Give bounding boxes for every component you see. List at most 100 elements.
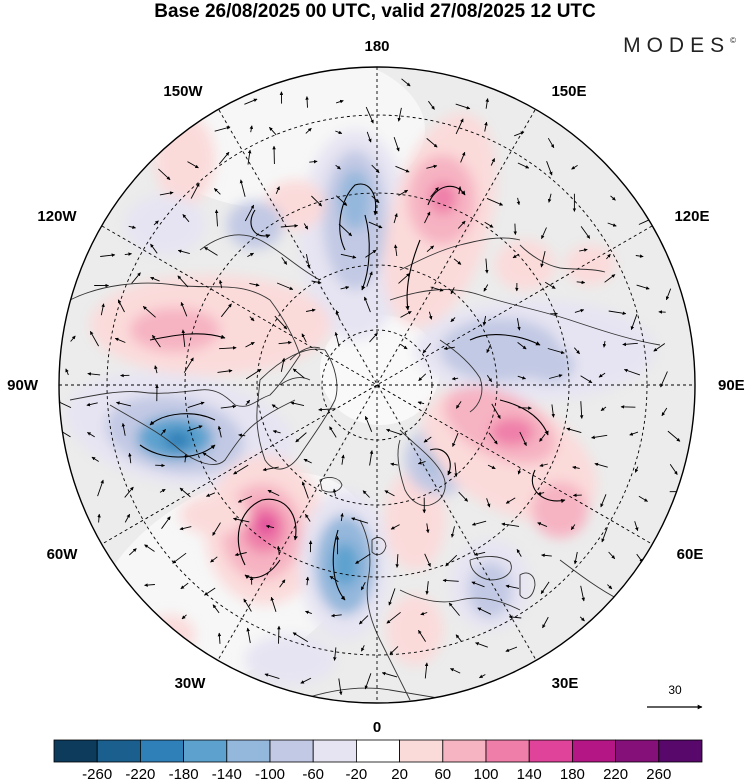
wind-vector xyxy=(128,548,137,556)
wind-vector xyxy=(329,426,337,438)
wind-vector xyxy=(305,514,311,522)
wind-vector xyxy=(426,138,438,148)
wind-vector xyxy=(362,490,370,498)
wind-vector xyxy=(305,127,312,134)
wind-vector xyxy=(539,463,548,467)
wind-vector xyxy=(424,553,431,567)
wind-vector xyxy=(541,553,552,558)
anomaly-north-canada-positive xyxy=(130,308,220,352)
wind-vector xyxy=(364,673,372,690)
wind-vector xyxy=(474,551,486,556)
wind-vector xyxy=(91,456,99,462)
wind-vector xyxy=(335,310,340,319)
wind-vector xyxy=(417,401,425,405)
taymyr-coast xyxy=(439,339,483,413)
wind-vector xyxy=(519,431,527,447)
wind-vector xyxy=(237,495,253,503)
wind-vector xyxy=(660,371,668,388)
colorbar-tick-label: 140 xyxy=(517,766,542,783)
wind-vector xyxy=(364,296,371,313)
colorbar-tick-label: -180 xyxy=(169,766,199,783)
anomaly-central-siberia-positive xyxy=(490,418,534,446)
wind-vector xyxy=(280,357,286,372)
wind-vector xyxy=(607,222,617,227)
wind-vector xyxy=(548,374,563,379)
wind-vector xyxy=(369,332,378,343)
wind-vector xyxy=(351,517,369,524)
wind-vector xyxy=(305,254,311,269)
wind-vector xyxy=(262,466,279,472)
wind-vector xyxy=(479,674,486,679)
brand-text: MODES xyxy=(623,34,731,57)
wind-vector xyxy=(338,223,353,237)
wind-vector xyxy=(172,552,187,564)
wind-vector xyxy=(303,223,309,230)
wind-vector xyxy=(483,284,489,292)
wind-vector xyxy=(570,524,576,530)
wind-vector xyxy=(97,479,104,497)
wind-vector xyxy=(418,629,426,642)
wind-vector xyxy=(335,164,341,170)
wind-vector xyxy=(366,271,373,287)
colorbar-tick-label: 220 xyxy=(603,766,628,783)
colorbar-tick-label: -20 xyxy=(346,766,368,783)
lon-label-90w: 90W xyxy=(7,377,39,394)
kamchatka-coast xyxy=(519,244,606,273)
wind-vector xyxy=(150,276,160,282)
wind-vector xyxy=(245,368,262,380)
wind-vector xyxy=(566,427,582,434)
wind-vector xyxy=(360,581,366,591)
wind-vector xyxy=(547,348,565,355)
wind-vector xyxy=(206,492,216,497)
wind-vector xyxy=(217,425,222,438)
lon-label-120w: 120W xyxy=(37,208,77,225)
wind-vector xyxy=(610,195,616,201)
wind-vector xyxy=(602,341,607,348)
wind-vector xyxy=(400,343,408,350)
iceland-coast xyxy=(319,477,343,493)
wind-vector xyxy=(247,252,254,257)
wind-vector xyxy=(518,406,532,410)
wind-vector xyxy=(331,613,342,618)
black-sea-coast xyxy=(469,556,512,581)
wind-vector xyxy=(540,581,550,594)
wind-vector xyxy=(513,223,518,235)
wind-vector xyxy=(154,365,158,374)
wind-vector xyxy=(424,662,429,679)
reference-vector-label: 30 xyxy=(668,683,682,697)
wind-vector xyxy=(65,368,69,376)
wind-vector xyxy=(341,454,345,465)
wind-vector xyxy=(265,524,275,529)
colorbar-tick-label: -60 xyxy=(302,766,324,783)
wind-streamline xyxy=(250,209,271,239)
wind-vector xyxy=(420,611,428,616)
wind-streamline xyxy=(149,413,216,426)
wind-vector xyxy=(210,556,218,563)
wind-vector xyxy=(488,432,498,445)
scandinavia-coast xyxy=(397,429,446,507)
wind-vector xyxy=(457,186,462,195)
colorbar-tick-label: -260 xyxy=(82,766,112,783)
wind-vector xyxy=(486,197,504,206)
wind-vector xyxy=(124,513,131,523)
wind-vector xyxy=(364,415,373,432)
anomaly-kamchatka-positive xyxy=(565,245,615,285)
wind-vector xyxy=(217,369,233,373)
wind-vector xyxy=(246,627,251,644)
wind-vector xyxy=(501,522,520,527)
colorbar-swatch xyxy=(355,739,400,763)
wind-vector xyxy=(484,121,488,132)
anomaly-south-atlantic-positive xyxy=(145,615,195,655)
wind-vector xyxy=(219,346,237,350)
wind-vector xyxy=(450,287,455,295)
wind-vector xyxy=(281,257,288,265)
wind-vector xyxy=(366,131,372,143)
wind-vector xyxy=(386,611,401,624)
wind-vector xyxy=(311,280,322,285)
wind-vector xyxy=(540,250,546,268)
wind-vector xyxy=(448,602,460,616)
colorbar-tick-label: -220 xyxy=(125,766,155,783)
lon-label-150e: 150E xyxy=(551,83,586,100)
wind-vector xyxy=(212,604,220,614)
brand-mark: © xyxy=(730,36,736,45)
